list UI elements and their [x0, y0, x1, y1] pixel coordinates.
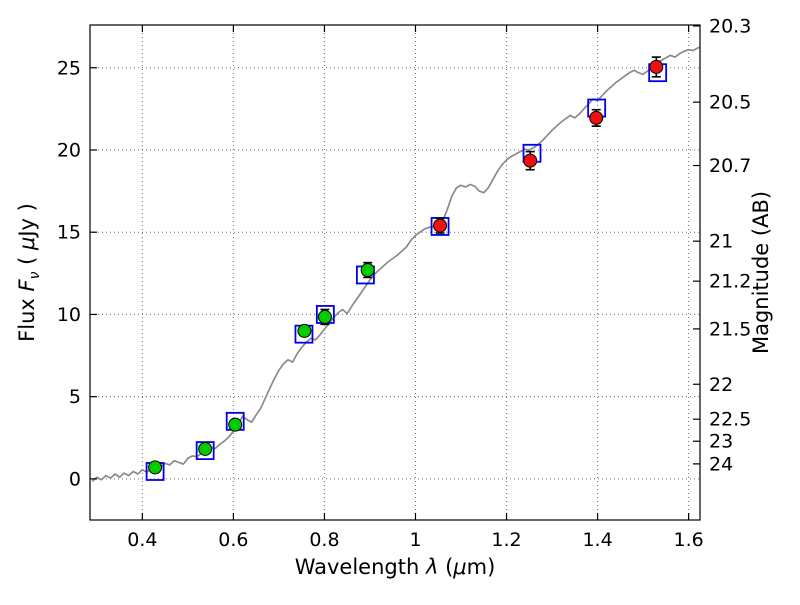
- observed-photometry-point: [198, 441, 213, 456]
- y-tick-label-flux: 0: [69, 468, 81, 490]
- model-spectrum-line: [91, 46, 700, 483]
- y-tick-label-magnitude: 24: [709, 453, 733, 475]
- observed-photometry-optical-points: [148, 261, 375, 475]
- y-tick-label-magnitude: 20.7: [709, 155, 751, 177]
- y-tick-label-flux: 5: [69, 386, 81, 408]
- y-tick-label-magnitude: 23: [709, 431, 733, 453]
- y-tick-label-magnitude: 20.3: [709, 15, 751, 37]
- observed-photometry-point: [649, 59, 664, 74]
- x-tick-label: 0.4: [127, 529, 157, 551]
- y-axis-label-magnitude: Magnitude (AB): [749, 191, 773, 354]
- observed-photometry-infrared-points: [433, 56, 664, 234]
- observed-photometry-point: [523, 153, 538, 168]
- tick-labels: 0.4 0.6 0.8 1 1.2 1.4 1.6 0 5 10 15 20 25 20.3 20.5 20.…: [57, 15, 752, 551]
- observed-photometry-point: [148, 460, 163, 475]
- y-tick-label-flux: 25: [57, 57, 81, 79]
- x-tick-label: 0.8: [309, 529, 339, 551]
- x-tick-label: 0.6: [218, 529, 248, 551]
- y-tick-label-flux: 15: [57, 222, 81, 244]
- y-tick-label-flux: 20: [57, 139, 81, 161]
- observed-photometry-point: [433, 218, 448, 233]
- y-tick-label-magnitude: 21.2: [709, 271, 751, 293]
- x-tick-label: 1: [409, 529, 421, 551]
- x-tick-label: 1.4: [582, 529, 612, 551]
- y-tick-label-magnitude: 20.5: [709, 92, 751, 114]
- axis-ticks: [90, 25, 700, 520]
- y-tick-label-magnitude: 22.5: [709, 409, 751, 431]
- axes-frame: [89, 24, 701, 521]
- y-tick-label-magnitude: 22: [709, 374, 733, 396]
- y-tick-label-magnitude: 21: [709, 231, 733, 253]
- observed-photometry-point: [360, 263, 375, 278]
- x-tick-label: 1.2: [491, 529, 521, 551]
- y-tick-label-flux: 10: [57, 304, 81, 326]
- observed-photometry-point: [228, 417, 243, 432]
- observed-photometry-point: [297, 323, 312, 338]
- x-axis-label: Wavelength λ (μm): [295, 555, 496, 579]
- y-tick-label-magnitude: 21.5: [709, 318, 751, 340]
- grid-lines: [90, 25, 700, 520]
- observed-photometry-point: [317, 309, 332, 324]
- y-axis-label-flux: Flux Fν ( μJy ): [15, 203, 43, 342]
- x-tick-label: 1.6: [674, 529, 704, 551]
- observed-photometry-point: [589, 110, 604, 125]
